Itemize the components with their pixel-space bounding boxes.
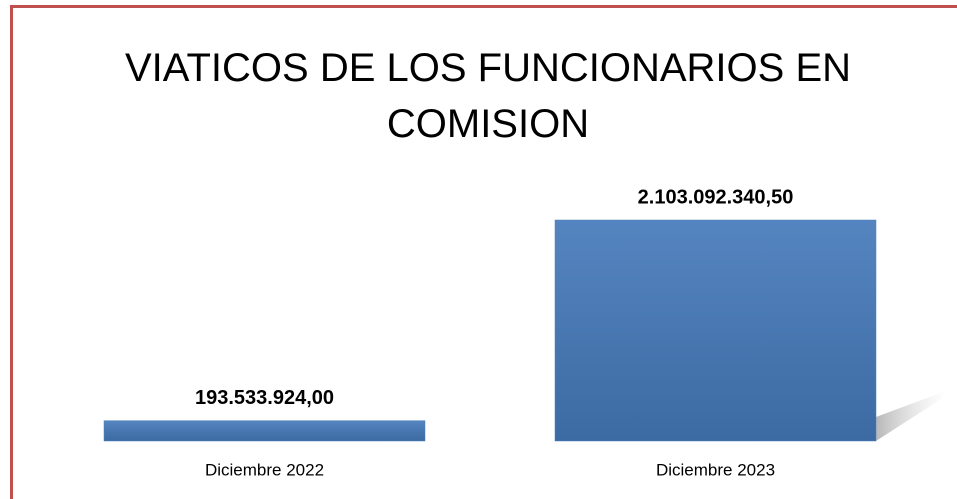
value-label: 2.103.092.340,50: [638, 186, 794, 208]
chart-frame: [10, 5, 957, 499]
x-tick-label: Diciembre 2022: [205, 460, 324, 479]
x-tick-label: Diciembre 2023: [656, 460, 775, 479]
bar: [554, 219, 877, 442]
value-label: 193.533.924,00: [195, 387, 334, 409]
bar: [103, 420, 426, 442]
bar-shadow: [876, 391, 946, 441]
chart-title: VIATICOS DE LOS FUNCIONARIOS EN COMISION: [124, 46, 852, 146]
